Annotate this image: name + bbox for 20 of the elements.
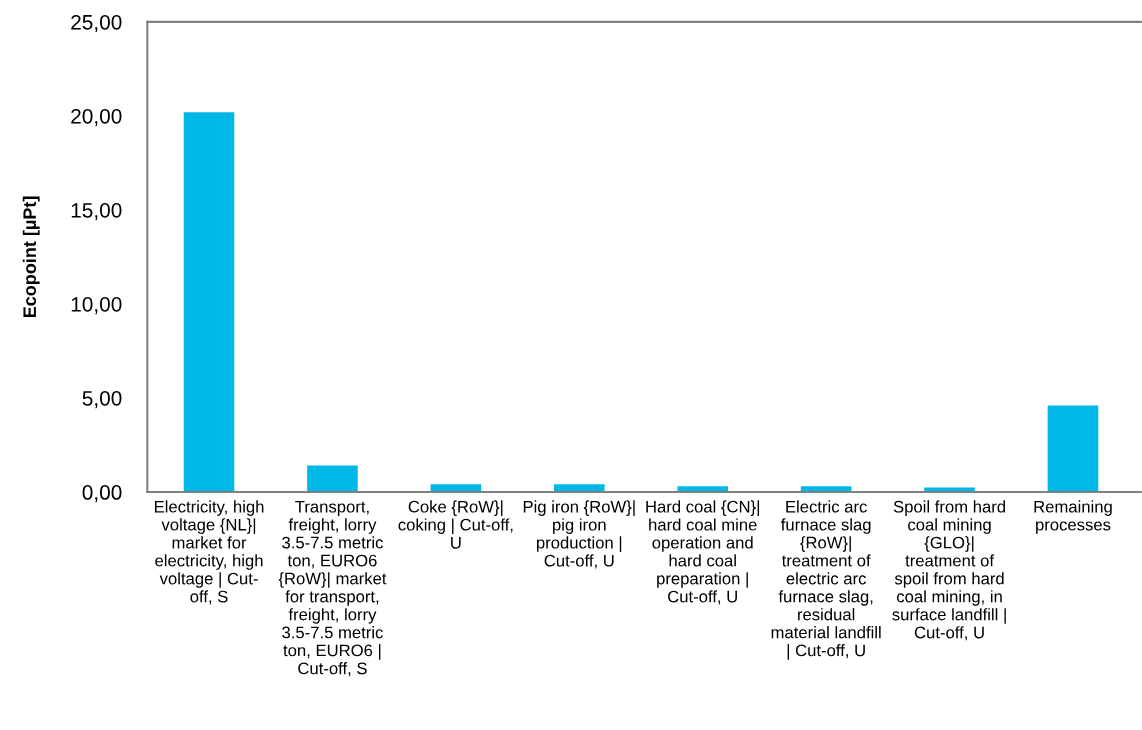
bar — [430, 484, 482, 493]
x-tick-label: Pig iron {RoW}| pig iron production | Cut-off, U — [523, 500, 635, 569]
x-tick-label: Hard coal {CN}| hard coal mine operation and hard coal preparation | Cut-off, U — [646, 500, 759, 605]
category-label: Electric arc furnace slag {RoW}| treatment of electric arc furnace slag, residual material landfill | Cut-off, U — [771, 500, 881, 660]
y-tick-label: 25,00 — [71, 14, 122, 33]
bar — [553, 484, 605, 493]
bar — [1047, 405, 1099, 493]
x-tick-label: Electricity, high voltage {NL}| market for electricity, high voltage | Cut- off, S — [154, 500, 264, 605]
y-tick-label: 5,00 — [82, 391, 122, 409]
bar — [307, 465, 358, 493]
x-tick-label: Spoil from hard coal mining {GLO}| treatment of spoil from hard coal mining, in surface landfill | Cut-off, U — [892, 500, 1006, 641]
y-tick-label: 10,00 — [71, 296, 122, 315]
y-tick-label: 20,00 — [71, 108, 122, 127]
y-axis-title: Ecopoint [µPt] — [22, 196, 40, 318]
x-tick-label: Remaining processes — [1034, 500, 1112, 534]
y-tick-label: 0,00 — [82, 485, 122, 503]
category-label: Transport, freight, lorry 3.5-7.5 metric ton, EURO6 {RoW}| market for transport, freight, lorry 3.5-7.5 metric ton, EURO6 | Cut-off, S — [278, 500, 387, 677]
bar — [183, 112, 235, 493]
x-tick-label: Coke {RoW}| coking | Cut-off, U — [398, 500, 513, 549]
y-tick-label: 15,00 — [71, 202, 122, 221]
